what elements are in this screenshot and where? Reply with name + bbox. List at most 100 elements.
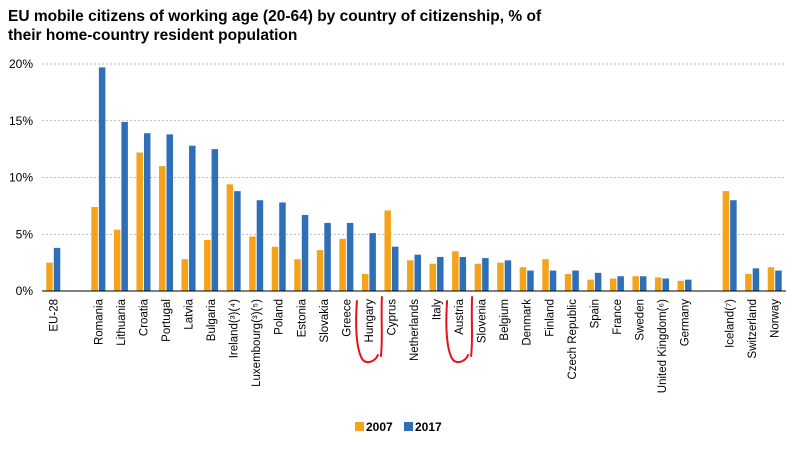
y-tick-label: 5% <box>16 227 34 241</box>
bar-2007-luxembourg <box>249 236 256 291</box>
handwritten-circle-hungary <box>355 296 383 364</box>
bar-2017-iceland <box>730 200 737 291</box>
bar-2017-bulgaria <box>211 149 219 291</box>
bar-2007-slovakia <box>316 250 324 291</box>
x-tick-label-spain: Spain <box>589 299 601 328</box>
bar-2007-france <box>609 278 617 291</box>
bar-2007-sweden <box>632 276 639 291</box>
bar-2017-austria <box>459 256 467 291</box>
bar-2007-bulgaria <box>204 239 211 291</box>
legend: 2007 2017 <box>355 420 442 434</box>
bar-2007-poland <box>271 246 279 291</box>
x-tick-label-switzerland: Switzerland <box>747 299 759 358</box>
chart-title: EU mobile citizens of working age (20-64… <box>8 8 542 44</box>
bar-2007-latvia <box>181 259 189 291</box>
bar-2017-ireland <box>234 191 241 291</box>
bars <box>46 67 782 291</box>
bar-2017-netherlands <box>414 254 421 291</box>
bar-2017-croatia <box>143 133 151 291</box>
bar-2017-denmark <box>527 270 534 291</box>
bar-2007-denmark <box>519 267 527 291</box>
bar-2017-united-kingdom <box>662 278 669 291</box>
x-tick-label-germany: Germany <box>680 299 692 347</box>
bar-2017-eu-28 <box>53 247 61 291</box>
bar-2017-sweden <box>639 276 647 291</box>
bar-2007-czech-republic <box>564 273 572 291</box>
x-tick-label-estonia: Estonia <box>296 298 308 337</box>
bar-2017-slovakia <box>324 222 331 291</box>
x-tick-label-eu-28: EU-28 <box>48 299 60 332</box>
x-tick-label-united-kingdom: United Kingdom(⁶) <box>657 299 669 393</box>
bar-2007-netherlands <box>407 260 414 291</box>
legend-swatch-2017 <box>404 422 413 431</box>
x-tick-label-luxembourg: Luxembourg(³)(⁵) <box>251 299 263 387</box>
x-tick-label-sweden: Sweden <box>634 299 646 341</box>
x-tick-label-italy: Italy <box>432 299 444 320</box>
bar-2007-slovenia <box>474 263 482 291</box>
legend-label-2007: 2007 <box>366 420 393 434</box>
bar-2007-croatia <box>136 152 143 291</box>
bar-2017-estonia <box>301 214 309 291</box>
x-tick-label-denmark: Denmark <box>522 299 534 346</box>
x-tick-label-hungary: Hungary <box>364 299 376 343</box>
bar-2007-eu-28 <box>46 262 53 291</box>
x-tick-label-latvia: Latvia <box>184 298 196 329</box>
x-axis-category-labels: EU-28 Romania Lithuania Croatia Portugal Latv… <box>48 298 781 393</box>
bar-2007-cyprus <box>384 210 391 291</box>
x-tick-label-belgium: Belgium <box>499 299 511 341</box>
x-tick-label-greece: Greece <box>341 299 353 337</box>
x-tick-label-finland: Finland <box>544 299 556 337</box>
bar-2007-iceland <box>722 191 730 291</box>
y-tick-label: 0% <box>16 284 34 298</box>
bar-2007-hungary <box>361 273 369 291</box>
bar-2007-italy <box>429 263 437 291</box>
legend-label-2017: 2017 <box>415 420 442 434</box>
x-tick-label-slovenia: Slovenia <box>477 298 489 343</box>
bar-2007-greece <box>339 238 346 291</box>
x-tick-label-croatia: Croatia <box>138 298 150 336</box>
x-tick-label-poland: Poland <box>274 299 286 335</box>
x-tick-label-norway: Norway <box>770 299 782 338</box>
bar-2007-lithuania <box>113 229 121 291</box>
bar-2017-spain <box>594 272 602 291</box>
x-tick-label-lithuania: Lithuania <box>116 298 128 345</box>
bar-2007-norway <box>767 267 775 291</box>
bar-2017-norway <box>775 270 782 291</box>
handwritten-annotations <box>355 296 474 364</box>
bar-2017-latvia <box>189 145 196 291</box>
bar-2007-estonia <box>294 259 301 291</box>
bar-2007-germany <box>677 280 685 291</box>
bar-2007-united-kingdom <box>655 277 662 291</box>
bar-2007-austria <box>452 251 459 291</box>
bar-2007-portugal <box>159 166 166 291</box>
bar-2017-portugal <box>166 134 173 291</box>
bar-2017-cyprus <box>391 246 399 291</box>
x-tick-label-france: France <box>612 299 624 335</box>
bar-2017-poland <box>279 202 286 291</box>
x-tick-label-romania: Romania <box>93 298 105 345</box>
bar-2017-greece <box>346 222 354 291</box>
bar-2007-finland <box>542 259 549 291</box>
x-tick-label-netherlands: Netherlands <box>409 299 421 361</box>
y-tick-label: 15% <box>9 114 33 128</box>
y-axis-tick-labels: 0% 5% 10% 15% 20% <box>9 57 33 298</box>
handwritten-circle-austria <box>445 296 474 364</box>
x-tick-label-cyprus: Cyprus <box>386 299 398 336</box>
bar-2017-czech-republic <box>572 270 579 291</box>
x-tick-label-austria: Austria <box>454 298 466 334</box>
bar-2017-hungary <box>369 233 376 291</box>
bar-2017-romania <box>98 67 106 291</box>
bar-2007-romania <box>91 207 98 291</box>
bar-2017-luxembourg <box>256 200 264 291</box>
x-tick-label-portugal: Portugal <box>161 299 173 342</box>
bar-2007-spain <box>587 279 594 291</box>
x-tick-label-bulgaria: Bulgaria <box>206 298 218 341</box>
bar-2017-germany <box>685 279 692 291</box>
y-tick-label: 20% <box>9 57 33 71</box>
bar-2017-switzerland <box>752 268 760 291</box>
bar-2017-belgium <box>504 260 512 291</box>
legend-swatch-2007 <box>355 422 364 431</box>
gridlines <box>42 63 786 235</box>
y-tick-label: 10% <box>9 171 33 185</box>
